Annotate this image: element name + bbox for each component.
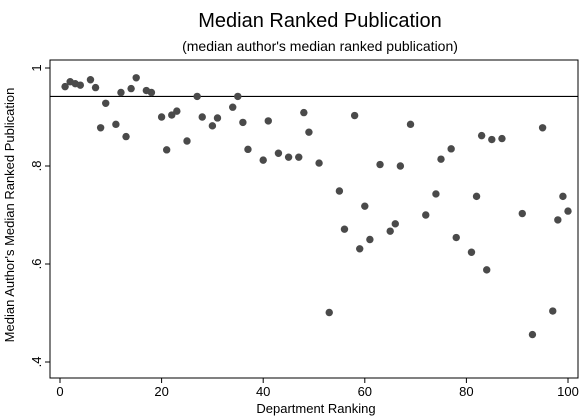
data-point <box>91 83 100 92</box>
y-tick-label: .8 <box>29 161 44 172</box>
y-tick-label: .6 <box>29 259 44 270</box>
data-point <box>432 190 440 198</box>
x-axis: 0 20 40 60 80 100 <box>56 378 579 399</box>
x-axis-label: Department Ranking <box>256 401 375 416</box>
data-point <box>244 145 252 154</box>
data-point <box>86 76 95 84</box>
data-point <box>361 202 369 210</box>
data-point <box>305 128 313 136</box>
data-point <box>234 92 242 101</box>
data-point <box>264 117 272 125</box>
data-point <box>356 245 364 253</box>
data-point <box>325 308 333 317</box>
data-point <box>208 122 217 130</box>
data-point <box>102 99 110 107</box>
data-point <box>229 103 237 111</box>
data-point <box>477 131 486 140</box>
data-points <box>61 74 572 339</box>
data-point <box>340 225 349 233</box>
data-point <box>193 92 201 101</box>
y-tick-label: 1 <box>29 64 44 71</box>
data-point <box>117 88 125 97</box>
data-point <box>239 118 247 127</box>
data-point <box>259 156 267 164</box>
x-tick-label: 40 <box>256 384 270 399</box>
data-point <box>157 113 166 121</box>
data-point <box>350 111 359 120</box>
data-point <box>284 153 293 161</box>
data-point <box>132 74 140 82</box>
data-point <box>549 307 557 315</box>
y-axis-label: Median Author's Median Ranked Publicatio… <box>2 88 17 343</box>
data-point <box>467 248 476 256</box>
data-point <box>396 162 405 170</box>
x-tick-label: 0 <box>56 384 63 399</box>
x-tick-label: 80 <box>459 384 473 399</box>
data-point <box>422 211 430 219</box>
data-point <box>274 149 283 157</box>
data-point <box>183 137 191 145</box>
data-point <box>122 132 130 141</box>
data-point <box>391 220 399 228</box>
plot-frame <box>49 59 579 379</box>
x-tick-label: 60 <box>358 384 372 399</box>
chart-subtitle: (median author's median ranked publicati… <box>182 38 458 54</box>
data-point <box>76 81 85 89</box>
data-point <box>173 107 181 115</box>
data-point <box>376 160 384 169</box>
y-tick-label: .4 <box>29 357 44 368</box>
data-point <box>61 82 69 91</box>
data-point <box>366 235 374 244</box>
data-point <box>554 216 562 224</box>
data-point <box>488 135 496 144</box>
data-point <box>315 159 323 167</box>
data-point <box>147 88 156 97</box>
y-axis: .4 .6 .8 1 <box>29 64 50 367</box>
data-point <box>127 84 135 93</box>
data-point <box>559 192 567 201</box>
data-point <box>386 227 394 235</box>
data-point <box>295 153 303 161</box>
data-point <box>518 209 526 218</box>
data-point <box>96 124 105 132</box>
data-point <box>406 120 415 129</box>
data-point <box>498 134 506 143</box>
data-point <box>564 207 572 215</box>
data-point <box>168 111 176 119</box>
data-point <box>538 124 547 132</box>
data-point <box>213 114 222 122</box>
data-point <box>198 113 206 121</box>
data-point <box>452 233 460 242</box>
data-point <box>528 330 537 339</box>
data-point <box>437 155 445 163</box>
data-point <box>447 145 455 153</box>
data-point <box>162 146 171 154</box>
data-point <box>335 187 344 195</box>
x-tick-label: 100 <box>557 384 579 399</box>
data-point <box>300 108 308 117</box>
data-point <box>112 120 120 129</box>
x-tick-label: 20 <box>154 384 168 399</box>
data-point <box>483 266 491 274</box>
chart-title: Median Ranked Publication <box>198 10 442 32</box>
data-point <box>472 192 481 201</box>
